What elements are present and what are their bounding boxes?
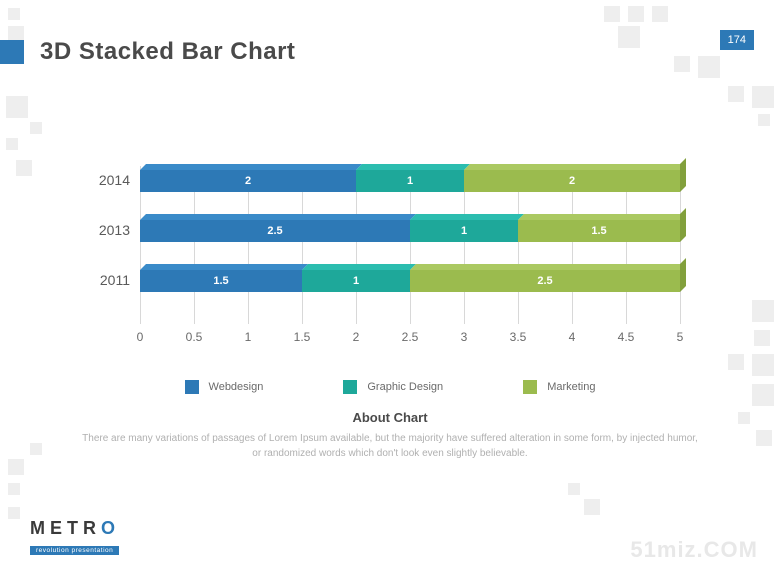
- deco-square: [584, 499, 600, 515]
- title-bar: 3D Stacked Bar Chart: [0, 38, 295, 66]
- legend-label: Webdesign: [209, 381, 264, 393]
- deco-square: [628, 6, 644, 22]
- bar-segment-top: [140, 214, 416, 220]
- x-axis-tick: 4: [569, 330, 576, 344]
- legend-item: Webdesign: [185, 380, 264, 394]
- about-title: About Chart: [0, 410, 780, 425]
- bar-side-face: [680, 258, 686, 292]
- bar-segment-top: [302, 264, 416, 270]
- category-label: 2011: [90, 272, 130, 288]
- bar-segment-top: [518, 214, 686, 220]
- deco-square: [8, 507, 20, 519]
- logo-subtitle: revolution presentation: [30, 546, 119, 555]
- deco-square: [752, 354, 774, 376]
- page-number-badge: 174: [720, 30, 754, 50]
- legend-swatch: [185, 380, 199, 394]
- x-axis-tick: 5: [677, 330, 684, 344]
- deco-square: [728, 86, 744, 102]
- deco-square: [652, 6, 668, 22]
- bar-segment-top: [140, 264, 308, 270]
- title-accent-block: [0, 40, 24, 64]
- deco-square: [752, 86, 774, 108]
- logo-pre: METR: [30, 518, 101, 538]
- bar-segment-top: [464, 164, 686, 170]
- chart-legend: Webdesign Graphic Design Marketing: [0, 380, 780, 394]
- deco-square: [758, 114, 770, 126]
- bar-segment: 1.5: [518, 220, 680, 242]
- bar-segment: 2: [140, 170, 356, 192]
- x-axis-tick: 3: [461, 330, 468, 344]
- bar-segment: 1: [302, 270, 410, 292]
- x-axis-tick: 2: [353, 330, 360, 344]
- deco-square: [674, 56, 690, 72]
- legend-item: Graphic Design: [343, 380, 443, 394]
- bar-segment: 2.5: [410, 270, 680, 292]
- bar-segment: 1: [356, 170, 464, 192]
- x-axis-tick: 1.5: [294, 330, 311, 344]
- x-axis-tick: 4.5: [618, 330, 635, 344]
- deco-square: [728, 354, 744, 370]
- legend-swatch: [523, 380, 537, 394]
- deco-square: [8, 483, 20, 495]
- deco-square: [16, 160, 32, 176]
- deco-square: [6, 96, 28, 118]
- bar-segment-top: [356, 164, 470, 170]
- x-axis-tick: 2.5: [402, 330, 419, 344]
- deco-square: [30, 122, 42, 134]
- deco-square: [568, 483, 580, 495]
- deco-square: [752, 300, 774, 322]
- page-title: 3D Stacked Bar Chart: [40, 38, 295, 66]
- watermark: 51miz.COM: [630, 537, 758, 563]
- bar-segment: 2.5: [140, 220, 410, 242]
- deco-square: [6, 138, 18, 150]
- x-axis-tick: 0.5: [186, 330, 203, 344]
- bar-segment: 1: [410, 220, 518, 242]
- deco-square: [8, 459, 24, 475]
- bar-segment-top: [410, 264, 686, 270]
- bar-segment: 2: [464, 170, 680, 192]
- bar-segment-top: [140, 164, 362, 170]
- about-section: About Chart There are many variations of…: [0, 410, 780, 461]
- deco-square: [8, 8, 20, 20]
- bar-side-face: [680, 208, 686, 242]
- deco-square: [604, 6, 620, 22]
- about-body: There are many variations of passages of…: [0, 431, 780, 461]
- x-axis-tick: 1: [245, 330, 252, 344]
- footer-logo: METRO revolution presentation: [30, 518, 120, 557]
- x-axis-tick: 0: [137, 330, 144, 344]
- category-label: 2014: [90, 172, 130, 188]
- x-axis-tick: 3.5: [510, 330, 527, 344]
- legend-swatch: [343, 380, 357, 394]
- bar-segment-top: [410, 214, 524, 220]
- logo-o: O: [101, 518, 120, 538]
- logo-text: METRO: [30, 518, 120, 539]
- bar-segment: 1.5: [140, 270, 302, 292]
- chart-plot-area: 2122.511.51.512.5: [140, 170, 680, 320]
- legend-label: Graphic Design: [367, 381, 443, 393]
- category-label: 2013: [90, 222, 130, 238]
- deco-square: [698, 56, 720, 78]
- deco-square: [754, 330, 770, 346]
- deco-square: [618, 26, 640, 48]
- bar-side-face: [680, 158, 686, 192]
- legend-item: Marketing: [523, 380, 595, 394]
- legend-label: Marketing: [547, 381, 595, 393]
